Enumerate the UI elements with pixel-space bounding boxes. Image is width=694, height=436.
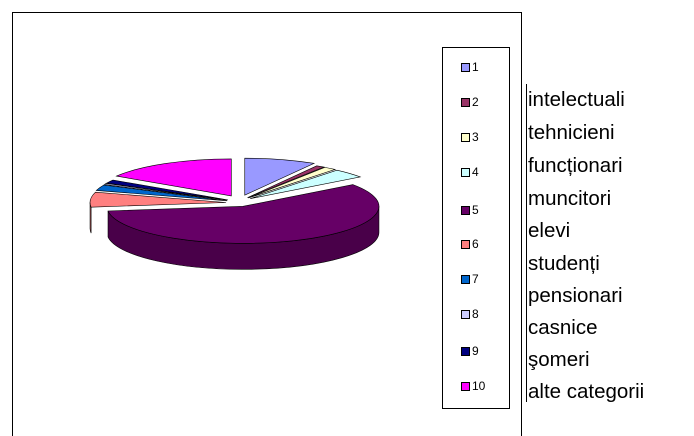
legend-swatch-5: [461, 205, 470, 215]
pie-slice-4: [250, 169, 362, 199]
category-label-7: pensionari: [528, 284, 623, 307]
pie-slice-5: [107, 184, 380, 244]
pie-slice-9: [105, 179, 228, 201]
legend-item-3: 3: [461, 130, 479, 144]
category-label-4: muncitori: [528, 187, 612, 210]
category-label-2: tehnicieni: [528, 121, 615, 144]
legend-swatch-10: [461, 381, 470, 391]
legend-swatch-9: [461, 346, 470, 356]
legend-swatch-2: [461, 97, 470, 107]
category-label-3: funcționari: [528, 154, 623, 177]
legend: 1 2 3 4 5 6 7 8 9 10: [442, 47, 510, 409]
legend-item-8: 8: [461, 307, 479, 321]
category-label-9: şomeri: [528, 348, 590, 371]
pie-slice-2: [247, 165, 326, 198]
pie-slice-7: [95, 184, 227, 202]
legend-swatch-1: [461, 62, 470, 72]
category-label-10: alte categorii: [528, 380, 645, 403]
legend-item-7: 7: [461, 272, 479, 286]
pie-slice-3: [248, 167, 337, 199]
legend-item-4: 4: [461, 165, 479, 179]
pie-slice-10: [115, 158, 232, 197]
category-label-1: intelectuali: [528, 88, 625, 111]
legend-swatch-6: [461, 239, 470, 249]
legend-item-9: 9: [461, 344, 479, 358]
legend-item-10: 10: [461, 379, 485, 393]
legend-item-1: 1: [461, 60, 479, 74]
pie-slice-1: [244, 157, 316, 196]
legend-item-2: 2: [461, 95, 479, 109]
legend-swatch-8: [461, 309, 470, 319]
category-label-8: casnice: [528, 316, 598, 339]
legend-item-6: 6: [461, 237, 479, 251]
category-label-5: elevi: [528, 219, 571, 242]
pie-slice-8: [103, 183, 228, 201]
category-label-6: studenți: [528, 252, 600, 275]
legend-item-5: 5: [461, 203, 479, 217]
legend-swatch-3: [461, 132, 470, 142]
pie-slice-6: [89, 191, 227, 208]
legend-swatch-7: [461, 274, 470, 284]
category-divider: [526, 84, 527, 402]
legend-swatch-4: [461, 167, 470, 177]
